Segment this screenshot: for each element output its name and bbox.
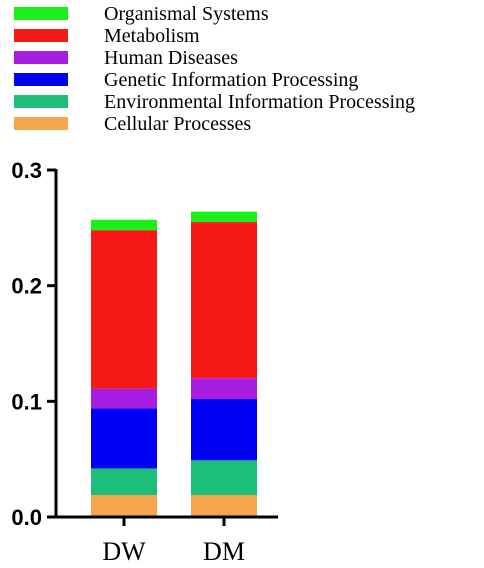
y-tick-label: 0.2 — [11, 274, 42, 299]
bars — [91, 211, 257, 517]
legend-label-environmental-information-processing: Environmental Information Processing — [104, 91, 415, 113]
legend-label-human-diseases: Human Diseases — [104, 47, 238, 69]
y-tick-label: 0.3 — [11, 158, 42, 183]
legend-label-cellular-processes: Cellular Processes — [104, 113, 251, 135]
x-tick-label-dw: DW — [102, 537, 146, 563]
legend-swatch-cellular-processes — [14, 117, 68, 130]
legend-label-genetic-information-processing: Genetic Information Processing — [104, 69, 358, 91]
y-tick-label: 0.0 — [11, 505, 42, 530]
legend-item-metabolism: Metabolism — [14, 25, 200, 47]
legend-label-metabolism: Metabolism — [104, 25, 200, 47]
bar-segment-dm-cellular-processes — [191, 495, 257, 517]
bar-segment-dw-genetic-information-processing — [91, 408, 157, 469]
x-tick-label-dm: DM — [203, 537, 245, 563]
bar-stack-dw — [91, 219, 157, 517]
bar-segment-dm-human-diseases — [191, 378, 257, 400]
bar-segment-dm-metabolism — [191, 222, 257, 379]
legend-swatch-genetic-information-processing — [14, 73, 68, 86]
bar-stack-dm — [191, 211, 257, 517]
bar-segment-dm-organismal-systems — [191, 211, 257, 223]
bar-segment-dw-human-diseases — [91, 388, 157, 409]
legend-swatch-organismal-systems — [14, 7, 68, 20]
legend-swatch-metabolism — [14, 29, 68, 42]
legend-item-organismal-systems: Organismal Systems — [14, 3, 269, 25]
bar-segment-dw-metabolism — [91, 230, 157, 389]
legend-swatch-environmental-information-processing — [14, 95, 68, 108]
legend-item-environmental-information-processing: Environmental Information Processing — [14, 91, 415, 113]
y-tick-label: 0.1 — [11, 389, 42, 414]
bar-segment-dw-environmental-information-processing — [91, 468, 157, 496]
bar-segment-dm-genetic-information-processing — [191, 399, 257, 461]
bar-segment-dm-environmental-information-processing — [191, 460, 257, 496]
axes: 0.0 0.1 0.2 0.3 DW DM — [11, 158, 278, 566]
bar-segment-dw-organismal-systems — [91, 219, 157, 231]
legend-swatch-human-diseases — [14, 51, 68, 64]
legend-label-organismal-systems: Organismal Systems — [104, 3, 269, 25]
legend-item-genetic-information-processing: Genetic Information Processing — [14, 69, 358, 91]
legend-item-cellular-processes: Cellular Processes — [14, 113, 251, 135]
bar-segment-dw-cellular-processes — [91, 495, 157, 517]
legend-item-human-diseases: Human Diseases — [14, 47, 238, 69]
